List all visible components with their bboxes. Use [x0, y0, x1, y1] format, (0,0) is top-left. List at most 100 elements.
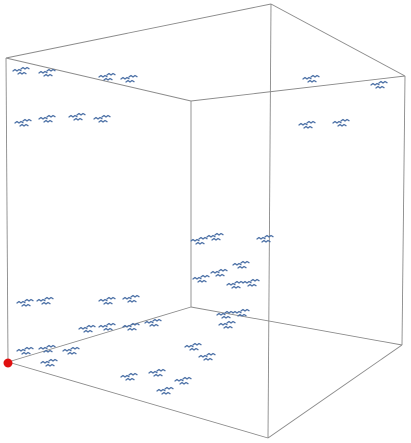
data-point — [156, 386, 174, 395]
data-point — [62, 346, 80, 355]
cube-edge — [5, 57, 9, 363]
cube-edge — [7, 306, 192, 363]
squiggle-mark-icon — [41, 301, 51, 305]
squiggle-mark-icon — [221, 315, 231, 319]
squiggle-mark-icon — [83, 329, 93, 333]
squiggle-mark-icon — [250, 278, 260, 282]
squiggle-mark-icon — [215, 273, 225, 277]
squiggle-mark-icon — [38, 70, 48, 74]
squiggle-mark-icon — [153, 373, 163, 377]
squiggle-mark-icon — [237, 313, 247, 317]
squiggle-mark-icon — [76, 112, 86, 116]
data-point — [120, 372, 138, 381]
squiggle-mark-icon — [310, 74, 320, 78]
squiggle-mark-icon — [198, 236, 208, 240]
squiggle-mark-icon — [370, 82, 380, 86]
squiggle-mark-icon — [144, 320, 154, 324]
squiggle-mark-icon — [156, 368, 166, 372]
data-point — [206, 232, 224, 241]
squiggle-mark-icon — [190, 238, 200, 242]
squiggle-mark-icon — [149, 323, 159, 327]
squiggle-mark-icon — [16, 348, 26, 352]
squiggle-mark-icon — [43, 119, 53, 123]
squiggle-mark-icon — [130, 322, 140, 326]
squiggle-mark-icon — [182, 376, 192, 380]
squiggle-mark-icon — [189, 347, 199, 351]
squiggle-mark-icon — [164, 386, 174, 390]
squiggle-mark-icon — [106, 296, 116, 300]
squiggle-mark-icon — [302, 76, 312, 80]
squiggle-mark-icon — [46, 344, 56, 348]
squiggle-mark-icon — [44, 296, 54, 300]
squiggle-mark-icon — [40, 360, 50, 364]
squiggle-mark-icon — [36, 298, 46, 302]
data-point — [68, 112, 86, 121]
squiggle-mark-icon — [127, 299, 137, 303]
squiggle-mark-icon — [231, 285, 241, 289]
squiggle-mark-icon — [128, 372, 138, 376]
squiggle-mark-icon — [106, 72, 116, 76]
cube-edge — [190, 75, 406, 102]
cube-wireframe — [5, 3, 406, 439]
squiggle-mark-icon — [234, 280, 244, 284]
squiggle-mark-icon — [46, 68, 56, 72]
data-point — [14, 118, 32, 127]
squiggle-mark-icon — [200, 274, 210, 278]
data-point — [38, 344, 56, 353]
squiggle-mark-icon — [38, 346, 48, 350]
squiggle-mark-icon — [237, 265, 247, 269]
squiggle-mark-icon — [125, 377, 135, 381]
squiggle-mark-icon — [20, 66, 30, 70]
squiggle-mark-icon — [214, 232, 224, 236]
scatter-points — [12, 66, 388, 395]
squiggle-mark-icon — [198, 354, 208, 358]
squiggle-mark-icon — [242, 280, 252, 284]
squiggle-mark-icon — [223, 325, 233, 329]
squiggle-mark-icon — [120, 76, 130, 80]
squiggle-mark-icon — [226, 282, 236, 286]
data-point — [242, 278, 260, 287]
squiggle-mark-icon — [240, 308, 250, 312]
squiggle-mark-icon — [161, 391, 171, 395]
data-point — [216, 310, 234, 319]
squiggle-mark-icon — [62, 348, 72, 352]
squiggle-mark-icon — [24, 298, 34, 302]
data-point — [232, 308, 250, 317]
cube-edge — [7, 361, 269, 439]
squiggle-mark-icon — [152, 318, 162, 322]
squiggle-mark-icon — [261, 239, 271, 243]
squiggle-mark-icon — [21, 351, 31, 355]
squiggle-mark-icon — [303, 125, 313, 129]
squiggle-mark-icon — [103, 77, 113, 81]
data-point — [38, 114, 56, 123]
squiggle-mark-icon — [48, 358, 58, 362]
cube-edge — [401, 75, 406, 346]
squiggle-mark-icon — [211, 237, 221, 241]
squiggle-mark-icon — [98, 74, 108, 78]
data-point — [332, 118, 350, 127]
red-dot-icon[interactable] — [3, 358, 13, 368]
squiggle-mark-icon — [232, 262, 242, 266]
data-point — [38, 68, 56, 77]
squiggle-mark-icon — [224, 310, 234, 314]
squiggle-mark-icon — [98, 119, 108, 123]
data-point — [256, 234, 274, 243]
data-point — [148, 368, 166, 377]
squiggle-mark-icon — [206, 352, 216, 356]
squiggle-mark-icon — [226, 320, 236, 324]
squiggle-mark-icon — [128, 74, 138, 78]
data-point — [144, 318, 162, 327]
squiggle-mark-icon — [232, 310, 242, 314]
squiggle-mark-icon — [43, 349, 53, 353]
cube-edge — [270, 3, 406, 77]
squiggle-mark-icon — [45, 363, 55, 367]
squiggle-mark-icon — [122, 324, 132, 328]
data-point — [232, 260, 250, 269]
squiggle-mark-icon — [67, 351, 77, 355]
data-point — [98, 296, 116, 305]
data-point — [12, 66, 30, 75]
squiggle-mark-icon — [101, 114, 111, 118]
cube-edge — [267, 344, 403, 439]
squiggle-mark-icon — [122, 296, 132, 300]
